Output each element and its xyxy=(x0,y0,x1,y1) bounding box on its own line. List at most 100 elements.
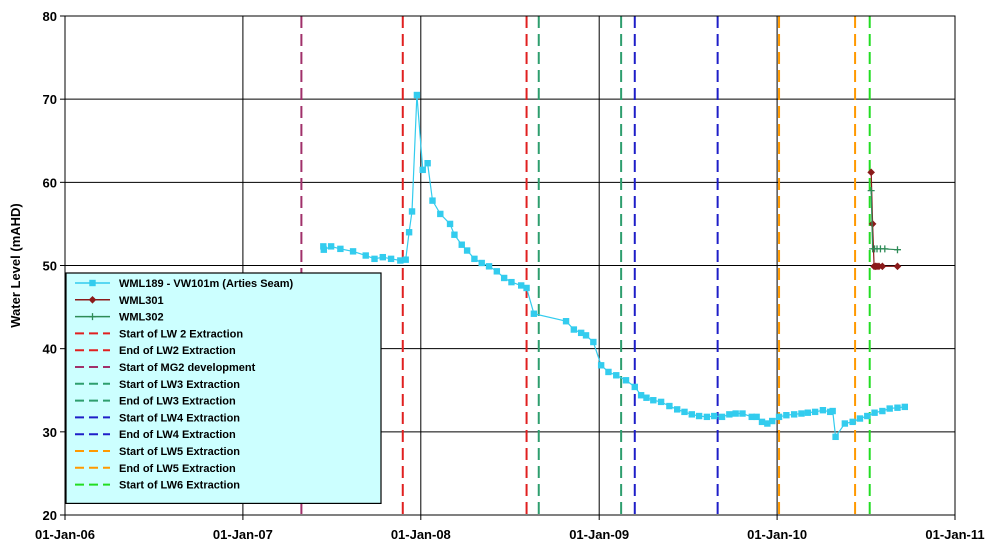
data-point xyxy=(613,372,620,379)
legend: WML189 - VW101m (Arties Seam) WML301 WML30… xyxy=(65,272,382,504)
data-point xyxy=(901,403,908,411)
x-tick-label: 01-Jan-06 xyxy=(35,527,95,542)
data-point xyxy=(518,282,525,289)
data-point xyxy=(798,410,805,417)
data-point xyxy=(590,338,597,346)
x-tick-label: 01-Jan-09 xyxy=(569,527,629,542)
legend-label: WML301 xyxy=(119,295,164,307)
data-point xyxy=(577,329,585,337)
data-point xyxy=(718,413,726,421)
data-point xyxy=(405,229,413,236)
data-point xyxy=(530,310,538,317)
data-point xyxy=(832,433,839,441)
series-layer xyxy=(320,91,908,441)
data-point xyxy=(753,413,760,421)
data-point xyxy=(829,407,836,415)
legend-label: Start of LW 2 Extraction xyxy=(119,328,243,340)
data-point xyxy=(320,246,328,253)
data-point xyxy=(349,248,357,255)
x-tick-label: 01-Jan-08 xyxy=(391,527,451,542)
series xyxy=(867,168,902,271)
data-point xyxy=(523,284,530,292)
y-tick-label: 60 xyxy=(43,175,57,190)
legend-label: WML189 - VW101m (Arties Seam) xyxy=(119,278,294,290)
data-point xyxy=(867,168,875,177)
data-point xyxy=(650,397,657,404)
legend-label: WML302 xyxy=(119,312,164,324)
y-tick-label: 20 xyxy=(43,508,57,523)
data-point xyxy=(819,407,827,414)
data-point xyxy=(458,241,465,248)
y-tick-label: 40 xyxy=(43,342,57,357)
data-point xyxy=(446,220,454,228)
data-point xyxy=(387,255,395,263)
data-point xyxy=(643,394,650,401)
data-point xyxy=(657,398,665,406)
legend-marker xyxy=(89,313,96,321)
x-tick-label: 01-Jan-07 xyxy=(213,527,273,542)
data-point xyxy=(695,412,703,420)
data-point xyxy=(622,377,630,384)
data-point xyxy=(451,231,458,238)
data-point xyxy=(320,243,327,250)
data-point xyxy=(856,415,864,422)
data-point xyxy=(841,420,849,427)
data-point xyxy=(437,210,444,218)
data-point xyxy=(739,410,746,417)
y-tick-label: 70 xyxy=(43,92,57,107)
data-point xyxy=(726,411,733,418)
data-point xyxy=(864,412,871,420)
data-point xyxy=(429,197,436,204)
data-point xyxy=(508,278,515,286)
legend-label: End of LW2 Extraction xyxy=(119,345,236,357)
data-point xyxy=(463,247,471,254)
data-point xyxy=(871,409,878,416)
data-point xyxy=(804,409,812,416)
legend-label: Start of LW6 Extraction xyxy=(119,480,240,492)
legend-label: Start of MG2 development xyxy=(119,362,256,374)
series-line xyxy=(870,190,898,251)
data-point xyxy=(597,362,605,369)
legend-label: Start of LW4 Extraction xyxy=(119,412,240,424)
data-point xyxy=(867,187,875,195)
data-point xyxy=(893,262,902,271)
data-point xyxy=(849,418,856,426)
data-point xyxy=(666,402,673,410)
data-point xyxy=(878,262,887,271)
y-tick-label: 50 xyxy=(43,259,57,274)
data-point xyxy=(379,253,386,261)
data-point xyxy=(868,220,877,228)
data-point xyxy=(478,259,485,267)
legend-label: End of LW3 Extraction xyxy=(119,396,236,408)
data-point xyxy=(485,263,493,270)
data-point xyxy=(711,412,718,420)
data-point xyxy=(371,255,378,263)
data-point xyxy=(408,208,416,215)
data-point xyxy=(493,268,501,275)
data-point xyxy=(681,408,688,416)
data-point xyxy=(811,408,819,416)
series xyxy=(320,91,908,441)
x-tick-label: 01-Jan-10 xyxy=(747,527,807,542)
data-point xyxy=(562,318,570,325)
data-point xyxy=(775,413,783,421)
data-point xyxy=(881,245,889,253)
legend-marker xyxy=(88,296,97,304)
data-point xyxy=(783,412,790,419)
data-point xyxy=(605,368,612,376)
data-point xyxy=(582,332,590,339)
data-point xyxy=(397,257,404,264)
data-point xyxy=(748,413,755,421)
data-point xyxy=(790,411,798,418)
data-point xyxy=(402,256,409,263)
data-point xyxy=(886,405,893,412)
data-point xyxy=(673,406,681,413)
data-point xyxy=(879,407,886,415)
y-tick-label: 80 xyxy=(43,9,57,24)
data-point xyxy=(500,274,508,282)
data-point xyxy=(327,243,335,250)
data-point xyxy=(732,410,739,417)
y-tick-label: 30 xyxy=(43,425,57,440)
data-point xyxy=(631,383,638,391)
